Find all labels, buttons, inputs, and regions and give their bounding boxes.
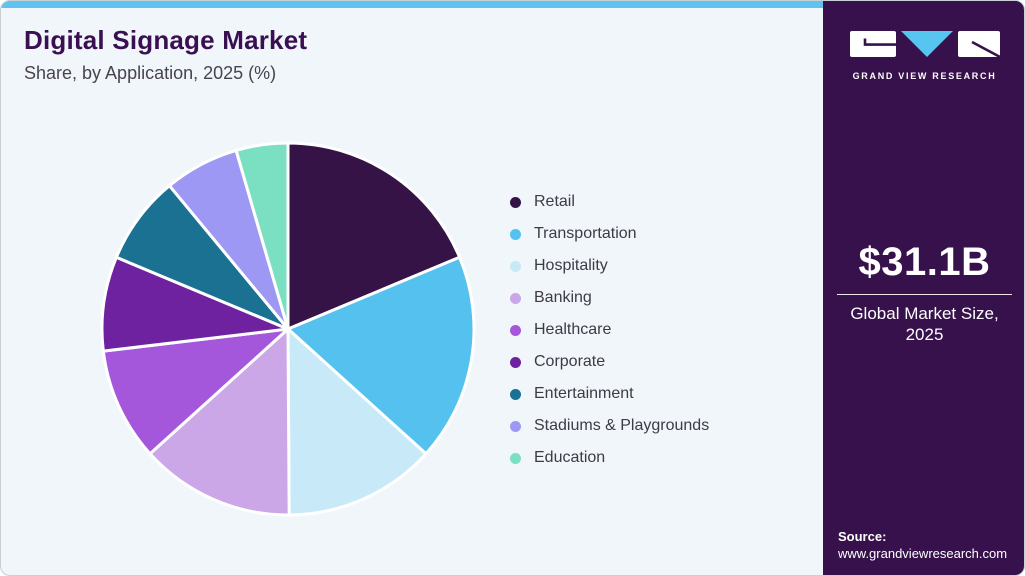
gvr-logo-icon xyxy=(849,31,1002,59)
legend: Retail Transportation Hospitality Banking He… xyxy=(510,186,709,474)
sidebar: GRAND VIEW RESEARCH $31.1B Global Market… xyxy=(823,1,1024,575)
logo-letter-v xyxy=(900,31,953,57)
legend-label: Hospitality xyxy=(534,257,608,274)
legend-label: Corporate xyxy=(534,353,606,370)
market-size-caption-line2: 2025 xyxy=(905,325,944,345)
source-block: Source: www.grandviewresearch.com xyxy=(838,529,1007,561)
market-size-divider xyxy=(837,294,1012,295)
legend-item: Healthcare xyxy=(510,314,709,346)
page-subtitle: Share, by Application, 2025 (%) xyxy=(24,63,277,83)
legend-swatch-icon xyxy=(510,228,521,240)
market-size-block: $31.1B Global Market Size, 2025 xyxy=(823,240,1024,346)
legend-label: Transportation xyxy=(534,225,637,242)
header: Digital Signage Market Share, by Applica… xyxy=(24,25,307,84)
legend-label: Stadiums & Playgrounds xyxy=(534,417,710,434)
legend-swatch-icon xyxy=(510,388,521,400)
page-title: Digital Signage Market xyxy=(24,25,308,55)
legend-swatch-icon xyxy=(510,420,521,432)
legend-swatch-icon xyxy=(510,452,521,464)
logo-r-leg xyxy=(970,40,1002,59)
legend-item: Corporate xyxy=(510,346,709,378)
accent-bar xyxy=(1,1,823,8)
legend-label: Banking xyxy=(534,289,592,306)
market-size-caption-line1: Global Market Size, xyxy=(850,304,999,323)
legend-swatch-icon xyxy=(510,292,521,304)
market-size-value: $31.1B xyxy=(858,240,991,284)
pie-slice-transportation xyxy=(286,255,476,456)
pie-chart-container xyxy=(99,140,477,518)
pie-slice-hospitality xyxy=(286,327,428,517)
legend-swatch-icon xyxy=(510,324,521,336)
pie-slice-healthcare xyxy=(101,327,290,456)
legend-label: Healthcare xyxy=(534,321,612,338)
legend-label: Entertainment xyxy=(534,385,634,402)
source-label: Source: xyxy=(838,529,887,544)
legend-swatch-icon xyxy=(510,196,521,208)
legend-swatch-icon xyxy=(510,356,521,368)
legend-item: Entertainment xyxy=(510,378,709,410)
legend-item: Education xyxy=(510,442,709,474)
pie-slice-education xyxy=(234,141,290,331)
brand-name: GRAND VIEW RESEARCH xyxy=(852,71,997,81)
market-size-caption: Global Market Size, 2025 xyxy=(823,303,1024,346)
legend-label: Retail xyxy=(534,193,575,210)
logo-g-notch xyxy=(863,38,896,46)
legend-item: Banking xyxy=(510,282,709,314)
legend-swatch-icon xyxy=(510,260,521,272)
pie-slice-corporate xyxy=(100,255,290,353)
legend-label: Education xyxy=(534,449,606,466)
legend-item: Hospitality xyxy=(510,250,709,282)
legend-item: Stadiums & Playgrounds xyxy=(510,410,709,442)
legend-item: Retail xyxy=(510,186,709,218)
legend-item: Transportation xyxy=(510,218,709,250)
pie-slice-retail xyxy=(286,141,462,331)
pie-chart xyxy=(100,141,476,517)
pie-slice-banking xyxy=(148,327,291,517)
source-url: www.grandviewresearch.com xyxy=(838,546,1008,561)
brand-block: GRAND VIEW RESEARCH xyxy=(823,30,1024,81)
